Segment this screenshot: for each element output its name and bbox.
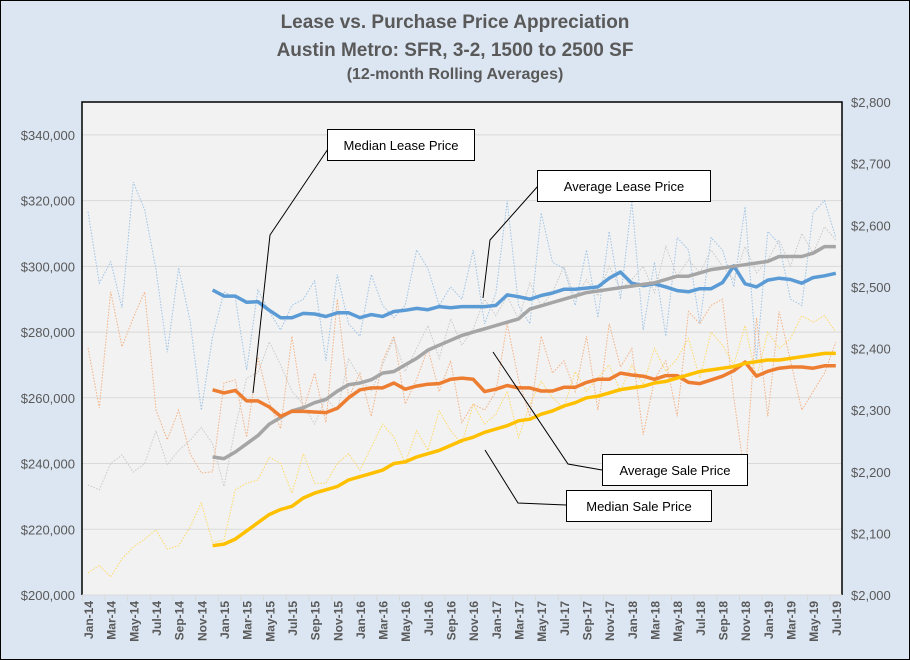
y-left-tick-label: $280,000 — [21, 325, 75, 340]
y-left-tick-label: $220,000 — [21, 522, 75, 537]
y-right-tick-label: $2,500 — [851, 280, 891, 295]
x-tick-label: May-18 — [671, 601, 685, 642]
y-left-tick-label: $340,000 — [21, 128, 75, 143]
x-tick-label: Mar-18 — [649, 601, 663, 640]
x-tick-label: Jan-19 — [762, 601, 776, 639]
x-tick-label: May-19 — [807, 601, 821, 642]
callout-leader-line — [484, 449, 567, 506]
series-average_sale — [212, 244, 836, 461]
series-average_sale_monthly — [87, 225, 837, 491]
y-left-tick-label: $300,000 — [21, 259, 75, 274]
chart-subtitle: Austin Metro: SFR, 3-2, 1500 to 2500 SF — [276, 40, 634, 61]
x-tick-label: Sep-16 — [445, 601, 459, 641]
series-line-median_lease_monthly — [87, 289, 837, 478]
x-tick-label: Nov-17 — [603, 601, 617, 641]
x-tick-label: Sep-14 — [173, 601, 187, 641]
x-tick-label: Sep-17 — [581, 601, 595, 641]
x-tick-label: Mar-16 — [377, 601, 391, 640]
series-median_lease — [212, 360, 836, 419]
x-tick-label: May-14 — [127, 601, 141, 642]
series-line-average_sale_monthly — [87, 225, 837, 491]
x-tick-label: Jan-17 — [490, 601, 504, 639]
series-average_lease_monthly — [87, 181, 837, 411]
y-left-tick-label: $260,000 — [21, 391, 75, 406]
x-tick-label: Sep-15 — [309, 601, 323, 641]
series-average_lease — [211, 264, 837, 320]
x-tick-label: Jul-14 — [150, 601, 164, 636]
chart-title: Lease vs. Purchase Price Appreciation — [280, 12, 630, 33]
y-right-tick-label: $2,600 — [851, 218, 891, 233]
y-right-tick-label: $2,700 — [851, 157, 891, 172]
series-line-average_lease — [211, 264, 837, 320]
y-right-tick-label: $2,800 — [851, 95, 891, 110]
plot-border — [81, 101, 843, 595]
x-tick-label: Jul-15 — [286, 601, 300, 636]
x-tick-label: Mar-14 — [105, 601, 119, 640]
series-line-average_lease_monthly — [87, 181, 837, 411]
x-tick-label: Nov-15 — [331, 601, 345, 641]
callout-median-sale: Median Sale Price — [566, 490, 712, 522]
series-line-median_sale — [212, 351, 836, 548]
x-tick-label: Jul-17 — [558, 601, 572, 636]
y-left-tick-label: $240,000 — [21, 457, 75, 472]
x-tick-label: Sep-18 — [716, 601, 730, 641]
y-right-tick-label: $2,300 — [851, 403, 891, 418]
series-median_sale — [212, 351, 836, 548]
plot-area — [82, 102, 842, 595]
x-tick-label: Jul-18 — [694, 601, 708, 636]
x-tick-label: Mar-19 — [784, 601, 798, 640]
x-tick-label: Mar-17 — [513, 601, 527, 640]
x-tick-label: Nov-16 — [467, 601, 481, 641]
y-right-tick-label: $2,200 — [851, 465, 891, 480]
x-tick-label: May-17 — [535, 601, 549, 642]
x-tick-label: Jan-16 — [354, 601, 368, 639]
callout-leader-line — [252, 145, 331, 394]
y-right-tick-label: $2,400 — [851, 342, 891, 357]
x-tick-label: Nov-18 — [739, 601, 753, 641]
series-median_lease_monthly — [87, 289, 837, 478]
callout-average-lease: Average Lease Price — [537, 170, 711, 202]
y-left-tick-label: $200,000 — [21, 588, 75, 603]
x-tick-label: May-15 — [263, 601, 277, 642]
x-tick-label: Mar-15 — [241, 601, 255, 640]
y-left-tick-label: $320,000 — [21, 194, 75, 209]
x-tick-label: Jan-18 — [626, 601, 640, 639]
y-right-tick-label: $2,000 — [851, 588, 891, 603]
callout-leader-line — [492, 351, 603, 471]
x-tick-label: Jul-19 — [830, 601, 844, 636]
callout-median-lease: Median Lease Price — [327, 129, 475, 161]
x-tick-label: Jan-15 — [218, 601, 232, 639]
series-median_sale_monthly — [87, 314, 837, 578]
y-right-tick-label: $2,100 — [851, 526, 891, 541]
series-line-median_lease — [212, 360, 836, 419]
series-line-median_sale_monthly — [87, 314, 837, 578]
callout-average-sale: Average Sale Price — [602, 454, 748, 486]
x-tick-label: Nov-14 — [195, 601, 209, 641]
x-tick-label: Jul-16 — [422, 601, 436, 636]
callout-leader-line — [482, 185, 539, 299]
x-tick-label: May-16 — [399, 601, 413, 642]
x-tick-label: Jan-14 — [82, 601, 96, 639]
chart-subtitle-rolling: (12-month Rolling Averages) — [346, 66, 564, 83]
series-line-average_sale — [212, 244, 836, 461]
